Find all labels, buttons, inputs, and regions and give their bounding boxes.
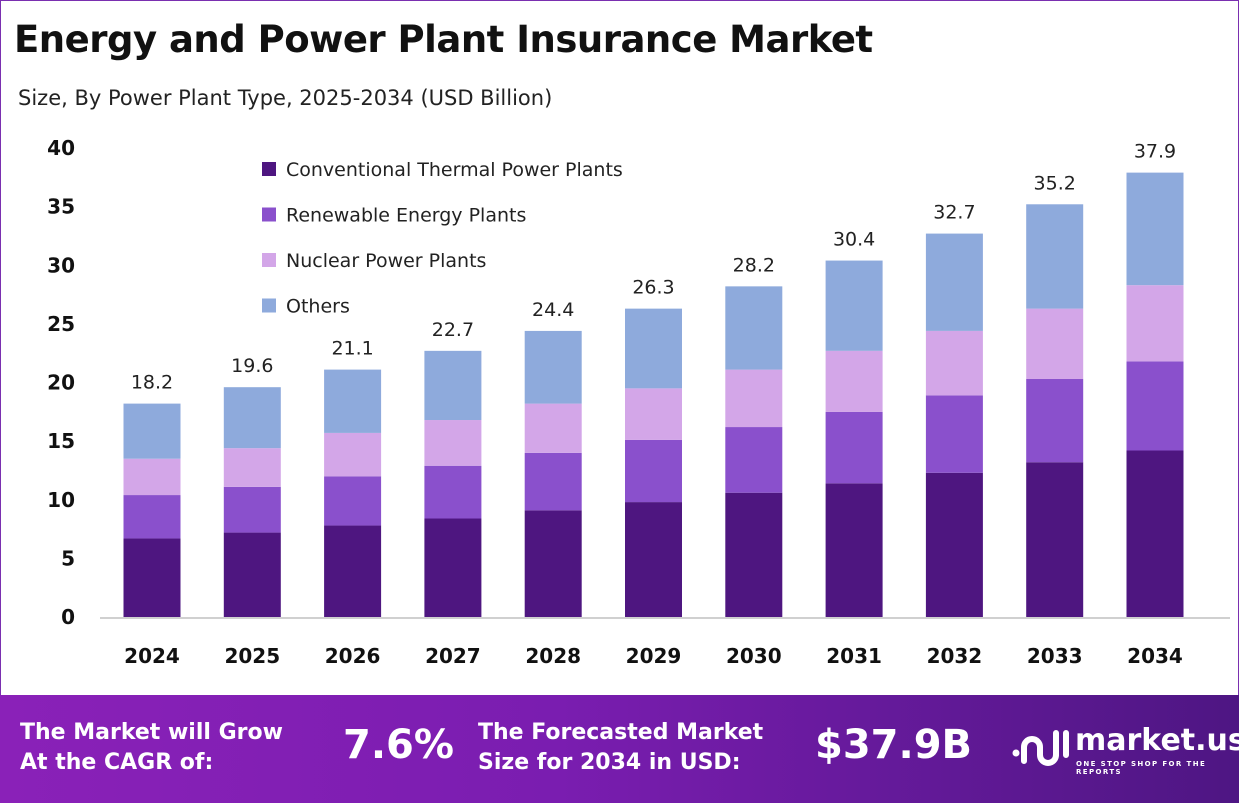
bar-total-label: 21.1 — [331, 338, 373, 360]
bar-segment — [324, 369, 382, 433]
x-tick-label: 2032 — [927, 644, 983, 668]
y-tick-label: 30 — [47, 253, 75, 277]
legend-swatch — [262, 162, 276, 176]
x-tick-label: 2031 — [826, 644, 882, 668]
bar-segment — [1126, 172, 1184, 286]
bar-segment — [324, 525, 382, 617]
bar-segment — [725, 369, 783, 428]
y-tick-label: 25 — [47, 312, 75, 336]
bar-segment — [825, 483, 883, 617]
bar-total-label: 18.2 — [131, 372, 173, 394]
cagr-label-line2: At the CAGR of: — [20, 750, 214, 775]
x-tick-label: 2034 — [1127, 644, 1183, 668]
legend-label: Others — [286, 296, 350, 318]
bar-segment — [625, 388, 682, 440]
bar-segment — [324, 432, 382, 477]
bar-segment — [1026, 462, 1084, 617]
bar-segment — [123, 495, 181, 539]
legend-swatch — [262, 253, 276, 267]
bar-segment — [725, 427, 783, 493]
y-tick-label: 20 — [47, 371, 75, 395]
cagr-label-line1: The Market will Grow — [20, 720, 283, 745]
bar-segment — [524, 403, 582, 453]
market-us-logo-icon — [1012, 730, 1069, 766]
bar-segment — [123, 538, 181, 617]
cagr-label: The Market will Grow At the CAGR of: — [20, 718, 283, 778]
bar-segment — [1026, 378, 1084, 463]
stacked-bar-chart: 051015202530354018.2202419.6202521.12026… — [47, 136, 1230, 668]
bar-segment — [1126, 285, 1184, 362]
summary-banner — [0, 695, 1239, 803]
forecast-value: $37.9B — [815, 722, 973, 768]
bar-segment — [625, 308, 682, 389]
x-tick-label: 2030 — [726, 644, 782, 668]
bar-segment — [625, 439, 682, 503]
legend-label: Conventional Thermal Power Plants — [286, 159, 623, 181]
bar-segment — [424, 465, 482, 519]
x-tick-label: 2024 — [124, 644, 180, 668]
bar-segment — [424, 518, 482, 617]
bar-segment — [925, 330, 983, 396]
logo-tagline: ONE STOP SHOP FOR THE REPORTS — [1076, 760, 1207, 776]
y-tick-label: 15 — [47, 429, 75, 453]
logo-name: market.us — [1075, 723, 1239, 758]
bar-segment — [625, 502, 682, 617]
chart-title: Energy and Power Plant Insurance Market — [14, 18, 873, 61]
bar-segment — [1026, 308, 1084, 379]
bar-total-label: 32.7 — [933, 202, 975, 224]
forecast-label: The Forecasted Market Size for 2034 in U… — [478, 718, 763, 778]
bar-segment — [1026, 204, 1084, 309]
bar-segment — [925, 472, 983, 617]
y-tick-label: 10 — [47, 488, 75, 512]
y-tick-label: 35 — [47, 195, 75, 219]
bar-total-label: 35.2 — [1034, 172, 1076, 194]
bar-segment — [123, 403, 181, 459]
legend-swatch — [262, 298, 276, 313]
legend-label: Nuclear Power Plants — [286, 250, 486, 272]
x-tick-label: 2028 — [525, 644, 581, 668]
x-tick-label: 2026 — [325, 644, 381, 668]
x-tick-label: 2025 — [224, 644, 280, 668]
bar-total-label: 37.9 — [1134, 141, 1176, 163]
bar-segment — [825, 260, 883, 351]
legend-swatch — [262, 207, 276, 222]
bar-segment — [223, 486, 281, 533]
x-tick-label: 2027 — [425, 644, 481, 668]
bar-segment — [524, 452, 582, 511]
forecast-label-line1: The Forecasted Market — [478, 720, 764, 745]
bar-segment — [223, 532, 281, 617]
chart-subtitle: Size, By Power Plant Type, 2025-2034 (US… — [18, 86, 553, 110]
bar-segment — [424, 350, 482, 421]
bar-segment — [123, 458, 181, 496]
bar-segment — [524, 330, 582, 404]
forecast-label-line2: Size for 2034 in USD: — [478, 750, 741, 775]
x-tick-label: 2029 — [626, 644, 682, 668]
bar-segment — [825, 411, 883, 484]
bar-total-label: 19.6 — [231, 355, 273, 377]
bar-segment — [524, 510, 582, 617]
legend-label: Renewable Energy Plants — [286, 205, 526, 227]
y-tick-label: 0 — [61, 605, 75, 629]
bar-segment — [925, 395, 983, 473]
x-tick-label: 2033 — [1027, 644, 1083, 668]
bar-total-label: 26.3 — [632, 277, 674, 299]
bar-segment — [725, 286, 783, 370]
bar-total-label: 30.4 — [833, 229, 875, 251]
bar-total-label: 24.4 — [532, 299, 574, 321]
bar-segment — [725, 492, 783, 617]
y-tick-label: 5 — [61, 546, 75, 570]
bar-total-label: 22.7 — [432, 319, 474, 341]
bar-segment — [925, 233, 983, 331]
bar-segment — [825, 350, 883, 412]
bar-segment — [424, 420, 482, 466]
bar-segment — [1126, 361, 1184, 451]
cagr-value: 7.6% — [343, 722, 454, 768]
bar-total-label: 28.2 — [733, 254, 775, 276]
bar-segment — [1126, 450, 1184, 617]
y-tick-label: 40 — [47, 136, 75, 160]
bar-segment — [324, 476, 382, 526]
bar-segment — [223, 387, 281, 449]
bar-segment — [223, 448, 281, 487]
